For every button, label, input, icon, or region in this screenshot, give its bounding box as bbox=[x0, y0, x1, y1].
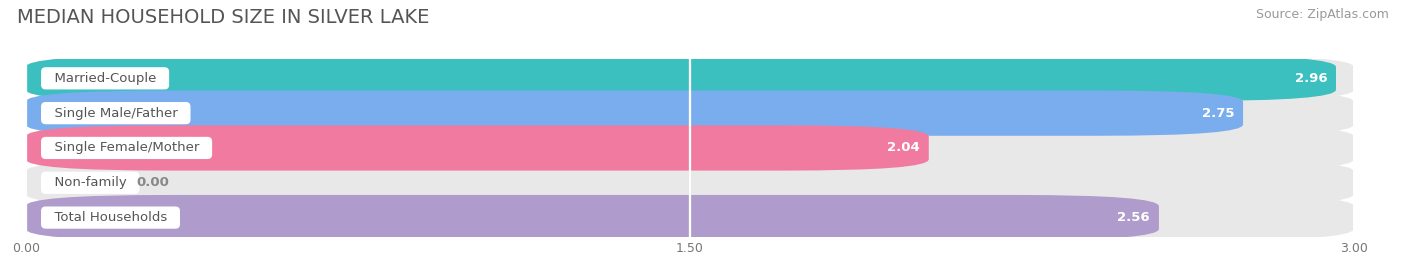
Text: 0.00: 0.00 bbox=[136, 176, 169, 189]
FancyBboxPatch shape bbox=[25, 125, 1354, 171]
Text: Single Male/Father: Single Male/Father bbox=[45, 107, 186, 120]
Text: 2.04: 2.04 bbox=[887, 141, 920, 154]
Text: Source: ZipAtlas.com: Source: ZipAtlas.com bbox=[1256, 8, 1389, 21]
FancyBboxPatch shape bbox=[25, 56, 1336, 101]
Text: 2.96: 2.96 bbox=[1295, 72, 1327, 85]
FancyBboxPatch shape bbox=[25, 195, 1159, 240]
Text: Single Female/Mother: Single Female/Mother bbox=[45, 141, 208, 154]
FancyBboxPatch shape bbox=[25, 90, 1354, 136]
FancyBboxPatch shape bbox=[25, 160, 1354, 206]
Text: Non-family: Non-family bbox=[45, 176, 135, 189]
Text: Married-Couple: Married-Couple bbox=[45, 72, 165, 85]
Text: 2.56: 2.56 bbox=[1118, 211, 1150, 224]
FancyBboxPatch shape bbox=[25, 195, 1354, 240]
FancyBboxPatch shape bbox=[25, 90, 1243, 136]
Text: MEDIAN HOUSEHOLD SIZE IN SILVER LAKE: MEDIAN HOUSEHOLD SIZE IN SILVER LAKE bbox=[17, 8, 429, 27]
FancyBboxPatch shape bbox=[25, 56, 1354, 101]
Text: 2.75: 2.75 bbox=[1202, 107, 1234, 120]
Text: Total Households: Total Households bbox=[45, 211, 176, 224]
FancyBboxPatch shape bbox=[25, 125, 929, 171]
